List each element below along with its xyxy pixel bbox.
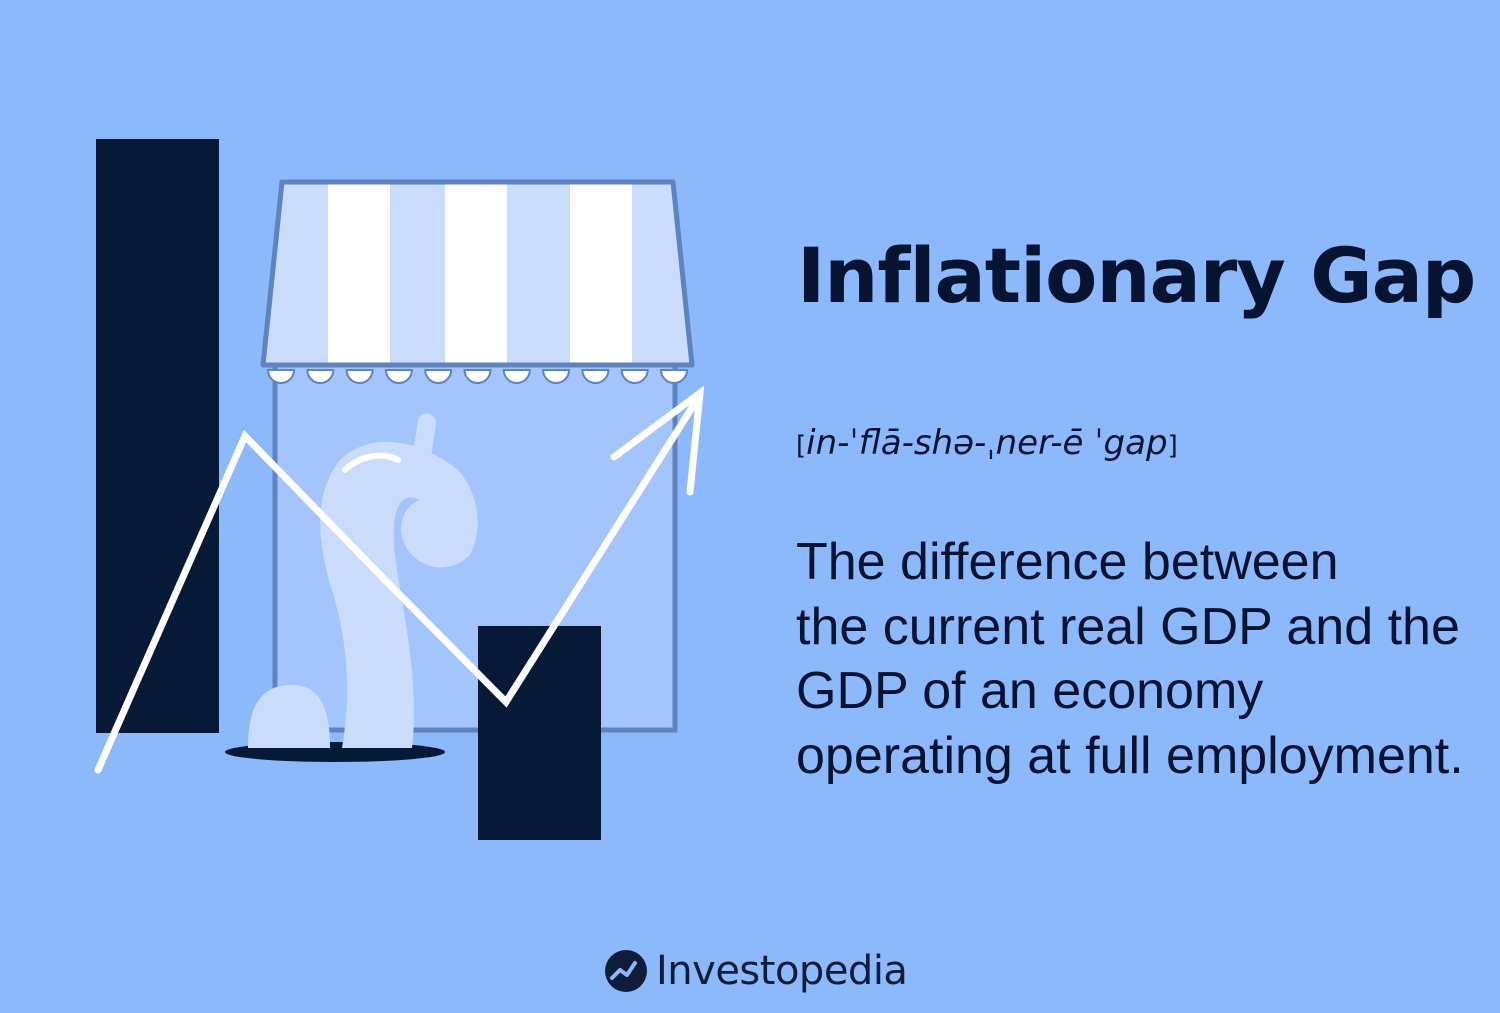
brand-logo: Investopedia [604, 945, 908, 997]
definition-line: operating at full employment. [796, 726, 1464, 785]
pronunciation-text: in-ˈflā-shə-ˌner-ē ˈgap [806, 423, 1168, 463]
awning-scallop [659, 369, 689, 384]
awning-scallop [266, 369, 296, 384]
striped-awning-icon [260, 179, 695, 384]
definition-line: GDP of an economy [796, 662, 1264, 720]
awning-scallop [581, 369, 610, 384]
awning-scallop [620, 369, 649, 384]
awning-scallop [542, 369, 571, 384]
trend-arrow-icon [94, 385, 705, 774]
page-title: Inflationary Gap [797, 231, 1476, 320]
awning-scallop [345, 369, 374, 384]
short-bar [478, 626, 601, 840]
pronunciation-close-bracket: ] [1167, 431, 1178, 461]
awning-scallops [266, 369, 689, 384]
awning-scallop [424, 369, 453, 384]
economy-illustration [94, 139, 705, 840]
awning-scallop [463, 369, 492, 384]
definition-line: the current real GDP and the [796, 597, 1460, 656]
pronunciation-open-bracket: [ [796, 431, 807, 461]
pronunciation: [in-ˈflā-shə-ˌner-ē ˈgap] [796, 418, 1178, 468]
awning-scallop [306, 369, 335, 384]
definition-line: The difference between [796, 533, 1339, 591]
tall-bar [96, 139, 219, 733]
definition-text: The difference between the current real … [796, 530, 1486, 788]
awning-scallop [502, 369, 531, 384]
investopedia-logo-icon [605, 950, 647, 992]
awning-scallop [384, 369, 413, 384]
brand-name: Investopedia [656, 948, 908, 994]
